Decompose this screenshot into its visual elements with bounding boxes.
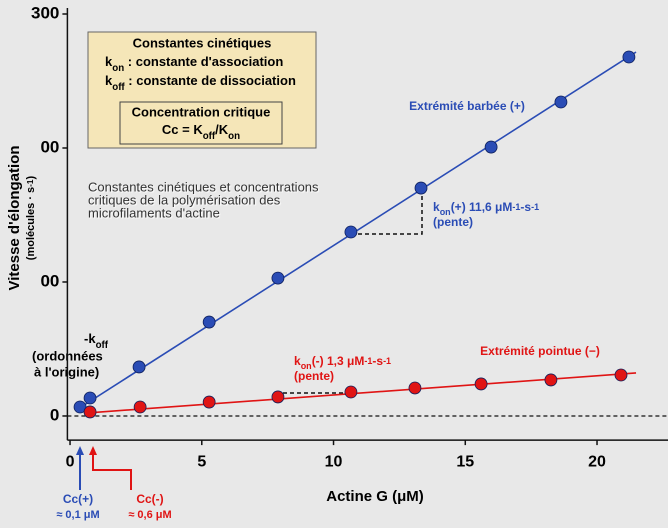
box-title: Constantes cinétiques: [133, 35, 272, 50]
y-tick-label: 00: [40, 137, 59, 156]
text-part: -1: [383, 356, 391, 366]
x-tick-label: 20: [588, 453, 606, 470]
slope-triangle: [283, 389, 351, 394]
point: [83, 405, 97, 419]
x-axis-label: Actine G (μM): [326, 488, 424, 505]
x-tick-label: 10: [325, 453, 343, 470]
series-label: Extrémité pointue (−): [480, 344, 600, 358]
point: [554, 95, 568, 109]
caption-line: microfilaments d'actine: [88, 205, 220, 220]
y-tick-label: 0: [50, 405, 59, 424]
text-part: k: [105, 54, 113, 69]
point: [414, 181, 428, 195]
point: [484, 140, 498, 154]
arrow-head: [89, 446, 97, 455]
arrow-head: [76, 446, 84, 455]
text-part: on: [228, 131, 240, 142]
slope-triangle: [358, 188, 423, 235]
cc-value: ≈ 0,1 μM: [56, 509, 99, 521]
text-part: k: [433, 200, 440, 214]
text-part: -1: [512, 202, 520, 212]
caption: Constantes cinétiques et concentrations …: [88, 179, 319, 220]
point: [622, 50, 636, 64]
text-part: -1: [531, 202, 539, 212]
series-label: Extrémité barbée (+): [409, 99, 525, 113]
slope-label: kon(+) 11,6 μM-1-s-1: [433, 200, 539, 217]
fit-line: [86, 372, 637, 414]
point: [614, 368, 628, 382]
text-part: ): [25, 175, 37, 179]
cc-label: Cc(-): [136, 492, 163, 506]
text-part: : constante de dissociation: [125, 73, 296, 88]
info-inner-box: [119, 101, 283, 145]
point: [544, 373, 558, 387]
y-axis-label: Vitesse d'élongation: [6, 146, 23, 291]
text-part: -s: [520, 200, 531, 214]
slope-note: (pente): [433, 215, 473, 229]
text-part: off: [96, 340, 109, 351]
point: [132, 360, 146, 374]
text-part: /K: [215, 122, 229, 137]
point: [202, 315, 216, 329]
point: [408, 381, 422, 395]
cc-label: Cc(+): [63, 492, 93, 506]
text-part: on: [301, 361, 312, 371]
text-part: k: [105, 73, 113, 88]
x-tick-label: 15: [456, 453, 474, 470]
text-part: -s: [372, 354, 383, 368]
y-tick-label: 300: [31, 3, 59, 22]
point: [202, 395, 216, 409]
point: [271, 271, 285, 285]
caption-line: critiques de la polymérisation des: [88, 192, 281, 207]
text-part: on: [112, 63, 124, 74]
point: [271, 390, 285, 404]
text-part: : constante d'association: [124, 54, 283, 69]
point: [344, 225, 358, 239]
text-part: off: [112, 82, 125, 93]
point: [474, 377, 488, 391]
intercept-note: à l'origine): [34, 364, 99, 379]
y-tick-label: 00: [40, 271, 59, 290]
text-part: k: [294, 354, 301, 368]
point: [83, 391, 97, 405]
text-part: (+) 11,6 μM: [451, 200, 513, 214]
text-part: -1: [26, 179, 35, 187]
cc-arrow: [92, 452, 132, 490]
caption-line: Constantes cinétiques et concentrations: [88, 179, 319, 194]
text-part: on: [440, 207, 451, 217]
text-part: -k: [84, 331, 96, 346]
x-tick-label: 0: [66, 453, 75, 470]
point: [344, 385, 358, 399]
slope-label: kon(-) 1,3 μM-1-s-1: [294, 354, 391, 371]
box-cc: Cc = Koff/Kon: [162, 122, 240, 142]
y-axis-unit: (molécules · s-1): [25, 175, 37, 260]
point: [133, 400, 147, 414]
box-cc-title: Concentration critique: [132, 104, 271, 119]
x-tick-label: 5: [197, 453, 206, 470]
box-kon: kon : constante d'association: [105, 54, 283, 74]
text-part: off: [203, 131, 216, 142]
text-part: (-) 1,3 μM: [312, 354, 365, 368]
text-part: Cc = K: [162, 122, 203, 137]
box-koff: koff : constante de dissociation: [105, 73, 296, 93]
intercept-label: -koff: [84, 331, 109, 351]
slope-note: (pente): [294, 369, 334, 383]
cc-value: ≈ 0,6 μM: [128, 509, 171, 521]
text-part: -1: [364, 356, 372, 366]
text-part: (molécules · s: [25, 187, 37, 260]
